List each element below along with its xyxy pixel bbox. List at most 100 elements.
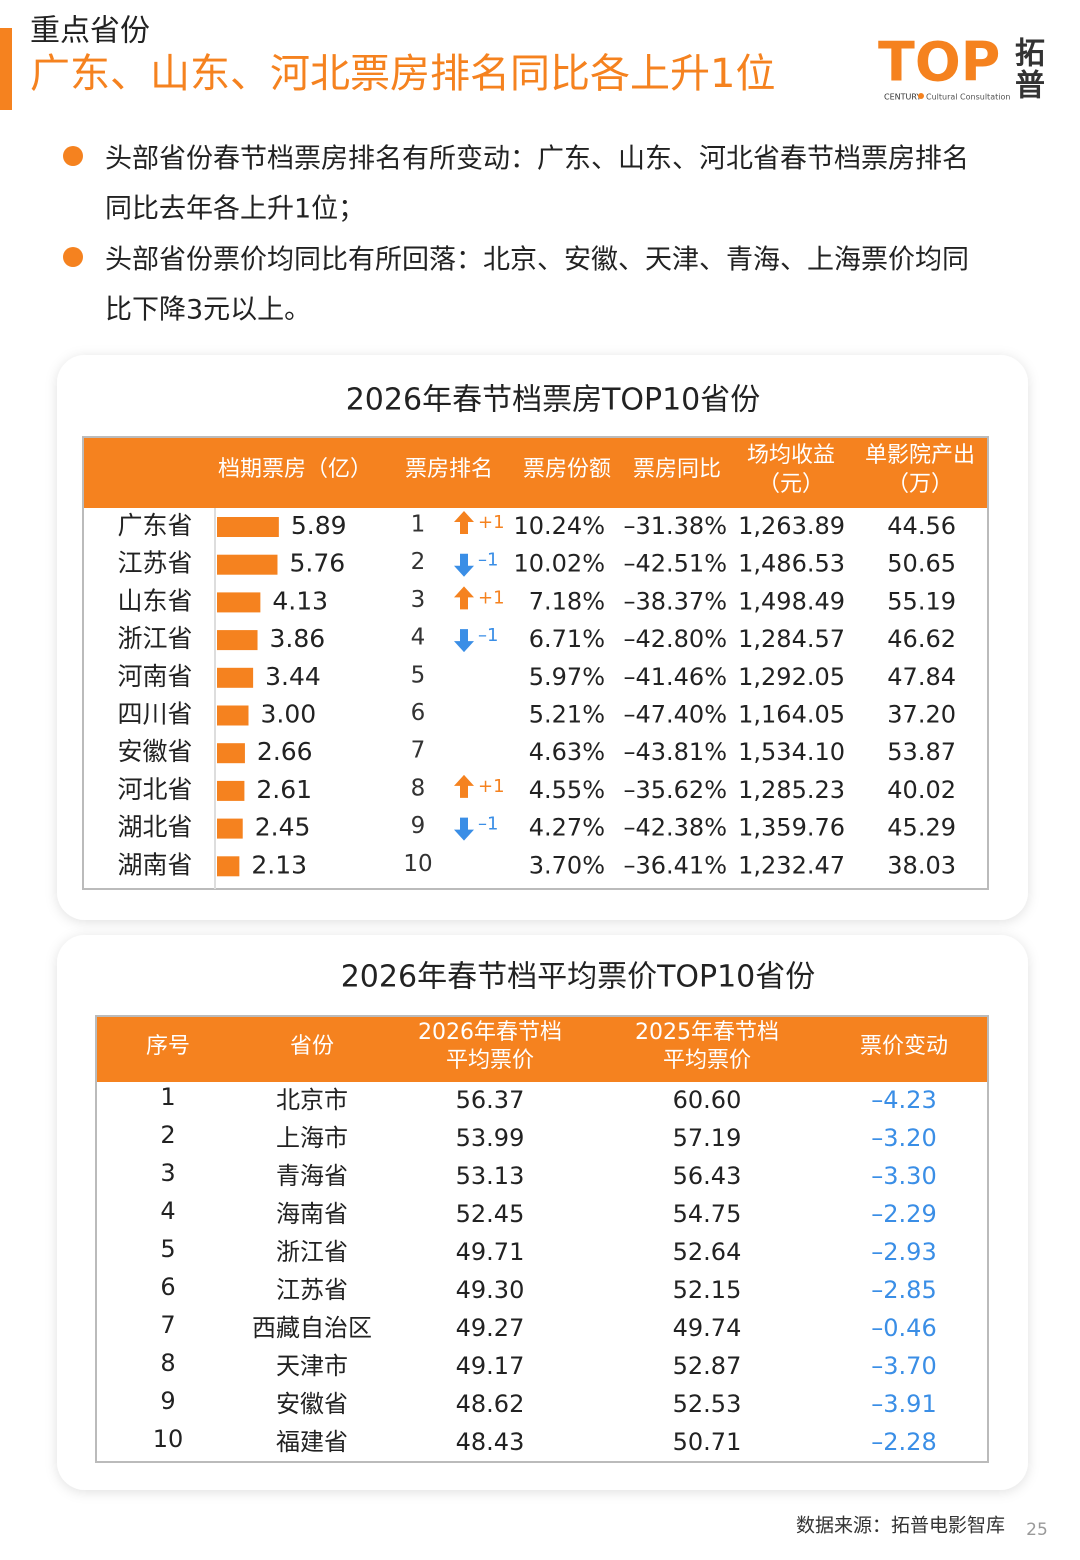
province: 湖北省 <box>117 813 192 842</box>
bullet-dot <box>63 247 83 267</box>
box-office: 5.76 <box>289 549 345 578</box>
province: 河北省 <box>117 775 192 804</box>
rank: 1 <box>411 512 426 538</box>
cell: 49.71 <box>456 1238 525 1266</box>
cell: 上海市 <box>276 1124 348 1152</box>
rank: 3 <box>411 587 426 613</box>
cell: 50.65 <box>887 550 956 578</box>
rank-up-arrow <box>454 774 474 798</box>
rank-change: –1 <box>478 625 498 646</box>
bullet-text: 头部省份春节档票房排名有所变动：广东、山东、河北省春节档票房排名 <box>105 144 969 175</box>
section-label: 重点省份 <box>30 14 150 49</box>
cell: 54.75 <box>673 1200 742 1228</box>
column-header: 2026年春节档 <box>418 1020 562 1045</box>
cell: 48.43 <box>456 1428 525 1456</box>
content: 头部省份春节档票房排名有所变动：广东、山东、河北省春节档票房排名同比去年各上升1… <box>82 144 1048 1540</box>
price-change: –3.70 <box>871 1352 936 1380</box>
cell: 1,164.05 <box>738 701 845 729</box>
province: 广东省 <box>117 511 192 540</box>
cell: 西藏自治区 <box>252 1314 372 1342</box>
cell: –42.51% <box>623 550 727 578</box>
cell: 49.27 <box>456 1314 525 1342</box>
column-header: （万） <box>887 472 953 497</box>
cell: 1,359.76 <box>738 814 845 842</box>
province: 四川省 <box>117 700 192 729</box>
cell: 6 <box>160 1273 175 1301</box>
cell: 53.99 <box>456 1124 525 1152</box>
column-header: 省份 <box>290 1034 334 1059</box>
page-number: 25 <box>1026 1520 1048 1540</box>
province: 山东省 <box>117 586 192 615</box>
cell: 江苏省 <box>276 1276 348 1304</box>
province: 河南省 <box>117 662 192 691</box>
cell: 1 <box>160 1083 175 1111</box>
table-title: 2026年春节档平均票价TOP10省份 <box>341 960 816 995</box>
cell: 北京市 <box>276 1086 348 1114</box>
cell: 46.62 <box>887 625 956 653</box>
cell: 10 <box>153 1425 184 1453</box>
rank-down-arrow <box>454 629 474 653</box>
rank: 10 <box>403 851 432 877</box>
cell: 44.56 <box>887 512 956 540</box>
rank: 5 <box>411 662 426 688</box>
cell: 6.71% <box>529 625 605 653</box>
box-office: 5.89 <box>291 511 347 540</box>
bullet-text: 同比去年各上升1位； <box>105 194 365 225</box>
box-office-bar <box>217 818 243 839</box>
cell: 53.13 <box>456 1162 525 1190</box>
cell: –31.38% <box>623 512 727 540</box>
cell: 4.55% <box>529 776 605 804</box>
cell: 50.71 <box>673 1428 742 1456</box>
cell: 49.74 <box>673 1314 742 1342</box>
cell: 53.87 <box>887 738 956 766</box>
cell: 2 <box>160 1121 175 1149</box>
cell: –42.38% <box>623 814 727 842</box>
cell: 57.19 <box>673 1124 742 1152</box>
price-change: –2.85 <box>871 1276 936 1304</box>
province: 江苏省 <box>117 549 192 578</box>
price-change: –3.91 <box>871 1390 936 1418</box>
province: 浙江省 <box>117 624 192 653</box>
column-header: 票房同比 <box>633 457 721 482</box>
rank: 6 <box>411 700 426 726</box>
cell: 3 <box>160 1159 175 1187</box>
cell: 10.24% <box>513 512 605 540</box>
cell: 52.15 <box>673 1276 742 1304</box>
box-office-bar <box>217 592 261 613</box>
rank: 4 <box>411 625 426 651</box>
cell: 1,498.49 <box>738 587 845 615</box>
cell: 40.02 <box>887 776 956 804</box>
cell: 1,232.47 <box>738 851 845 879</box>
price-change: –3.20 <box>871 1124 936 1152</box>
rank-down-arrow <box>454 553 474 577</box>
province: 湖南省 <box>117 850 192 879</box>
price-change: –2.29 <box>871 1200 936 1228</box>
cell: 52.45 <box>456 1200 525 1228</box>
source: 数据来源：拓普电影智库 <box>796 1515 1005 1537</box>
table-title: 2026年春节档票房TOP10省份 <box>346 383 761 418</box>
cell: 8 <box>160 1349 175 1377</box>
box-office: 3.44 <box>265 662 321 691</box>
column-header: 序号 <box>146 1034 190 1059</box>
logo-name: 普 <box>1015 69 1045 104</box>
cell: –36.41% <box>623 851 727 879</box>
rank: 8 <box>411 775 426 801</box>
rank-change: +1 <box>478 776 505 797</box>
price-change: –2.93 <box>871 1238 936 1266</box>
box-office: 2.45 <box>255 813 311 842</box>
province: 安徽省 <box>117 737 192 766</box>
cell: 7.18% <box>529 587 605 615</box>
box-office-bar <box>217 743 245 764</box>
cell: 4 <box>160 1197 175 1225</box>
box-office-bar <box>217 554 278 575</box>
cell: 47.84 <box>887 663 956 691</box>
cell: –38.37% <box>623 587 727 615</box>
column-header: 票房排名 <box>405 457 493 482</box>
box-office-bar <box>217 780 245 801</box>
table-frame <box>82 436 989 890</box>
accent-bar <box>0 28 12 110</box>
cell: –35.62% <box>623 776 727 804</box>
column-header: 单影院产出 <box>865 443 975 468</box>
box-office-bar <box>217 667 254 688</box>
box-office: 3.00 <box>261 700 317 729</box>
